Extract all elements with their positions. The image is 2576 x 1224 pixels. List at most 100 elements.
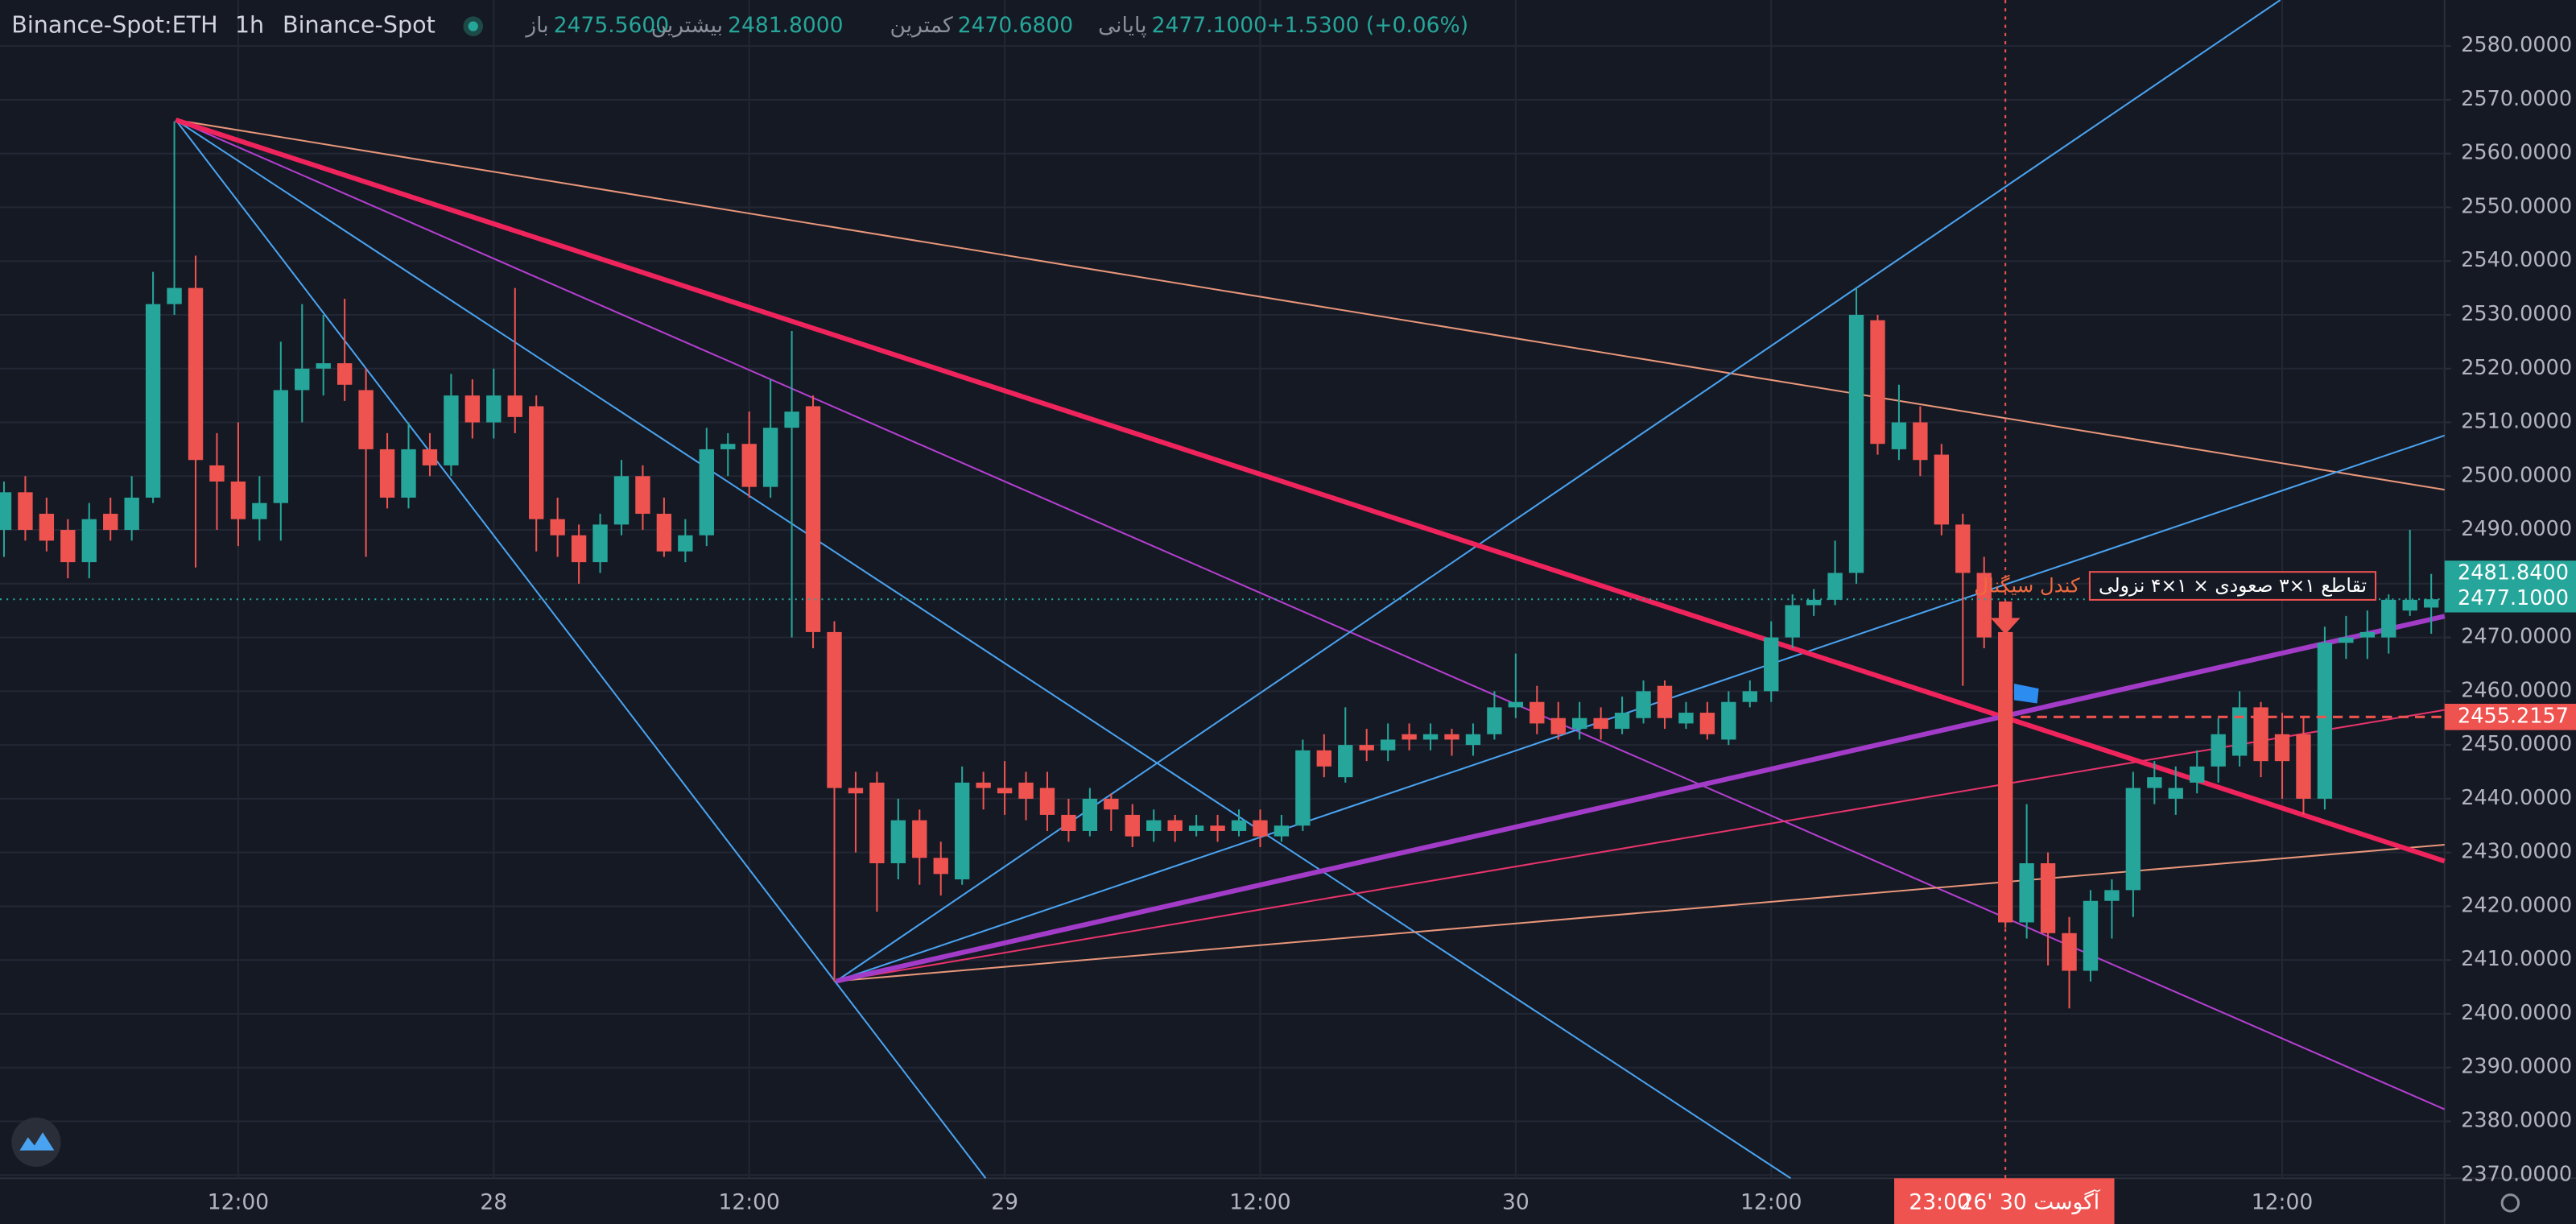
x-tick-label: 28 xyxy=(480,1189,507,1214)
trend-line xyxy=(836,843,2445,982)
y-tick-label: 2380.0000 xyxy=(2461,1108,2572,1132)
open-label: باز xyxy=(524,13,548,38)
candle-body xyxy=(1018,782,1034,799)
candle-body xyxy=(2339,637,2354,643)
candle-body xyxy=(997,788,1013,794)
candle-body xyxy=(1465,734,1481,746)
candle-body xyxy=(1188,825,1204,831)
trend-line-main xyxy=(175,118,2446,864)
candle-body xyxy=(550,519,565,536)
candle-body xyxy=(890,820,906,864)
candle-body xyxy=(60,530,76,563)
price-label: 2477.1000 xyxy=(2458,586,2569,610)
candle-body xyxy=(336,363,353,385)
crosshair-date: 26' آگوست 30 xyxy=(1960,1189,2101,1214)
candle-body xyxy=(1295,750,1311,826)
candle-body xyxy=(678,535,693,552)
candle-body xyxy=(2190,766,2205,783)
candle-body xyxy=(464,395,481,423)
candle-body xyxy=(1699,713,1715,734)
price-label-box xyxy=(2444,560,2576,587)
high-label: بیشترین xyxy=(651,13,723,38)
candle-body xyxy=(209,465,225,482)
close-value: 2477.1000 xyxy=(1152,13,1267,38)
crosshair-label-box xyxy=(1894,1178,2115,1224)
exchange: Binance-Spot xyxy=(283,11,436,39)
candle-body xyxy=(1338,745,1353,778)
candle-body xyxy=(507,395,522,417)
candle-body xyxy=(1636,691,1651,718)
candle-body xyxy=(1402,734,1417,740)
low-value: 2470.6800 xyxy=(958,13,1073,38)
candle-body xyxy=(1721,701,1736,740)
interval: 1h xyxy=(235,11,264,39)
candle-body xyxy=(358,390,374,449)
candle-body xyxy=(1253,820,1268,837)
candle-body xyxy=(1231,820,1247,831)
header: Binance-Spot:ETH 1h Binance-Spot باز 247… xyxy=(11,11,1468,39)
candle-body xyxy=(18,492,33,531)
candle-body xyxy=(1827,573,1843,600)
candle-body xyxy=(230,481,246,519)
candle-body xyxy=(81,519,97,563)
candle-body xyxy=(1593,717,1608,730)
candle-body xyxy=(805,406,821,632)
candle-body xyxy=(1316,750,1331,767)
close-label: پایانی xyxy=(1098,13,1146,38)
price-label-box xyxy=(2444,585,2576,613)
signal-arrow xyxy=(1990,601,2021,635)
open-value: 2475.5600 xyxy=(554,13,669,38)
candle-body xyxy=(656,514,672,552)
candle-body xyxy=(316,363,331,369)
candle-body xyxy=(422,449,438,465)
x-tick-label: 12:00 xyxy=(208,1189,269,1214)
trend-line xyxy=(836,709,2445,982)
flag xyxy=(2014,683,2039,704)
y-tick-label: 2570.0000 xyxy=(2461,87,2572,111)
y-tick-label: 2440.0000 xyxy=(2461,786,2572,810)
y-tick-label: 2430.0000 xyxy=(2461,840,2572,864)
candle-body xyxy=(1913,422,1928,461)
settings[interactable] xyxy=(2500,1193,2520,1213)
candle-body xyxy=(273,390,288,503)
candle-body xyxy=(1848,314,1864,573)
candle-body xyxy=(1678,713,1694,724)
y-tick-label: 2420.0000 xyxy=(2461,893,2572,917)
candle-body xyxy=(1934,454,1950,525)
trend-line-main xyxy=(836,614,2446,984)
candle-body xyxy=(2062,932,2077,971)
candle-body xyxy=(1104,798,1119,810)
y-tick-label: 2400.0000 xyxy=(2461,1001,2572,1025)
low-label: کمترین xyxy=(890,13,954,38)
logo-circle[interactable] xyxy=(11,1117,61,1167)
candle-body xyxy=(933,858,948,875)
candle-body xyxy=(635,476,650,515)
candle-body xyxy=(1146,820,1162,831)
x-tick-label: 30 xyxy=(1502,1189,1530,1214)
candle-body xyxy=(2317,643,2333,799)
candle-body xyxy=(1359,745,1374,751)
logo[interactable] xyxy=(11,1117,61,1167)
candle-body xyxy=(1806,599,1822,606)
candle-body xyxy=(401,449,416,498)
y-tick-label: 2510.0000 xyxy=(2461,410,2572,434)
candle-body xyxy=(1444,734,1459,740)
candle-body xyxy=(188,287,204,461)
candle-body xyxy=(252,502,267,519)
candle-body xyxy=(2104,890,2120,901)
cross-label: تقاطع ۱×۳ صعودی × ۱×۴ نزولی xyxy=(2099,574,2367,597)
y-tick-label: 2550.0000 xyxy=(2461,194,2572,218)
price-label: 2481.8400 xyxy=(2458,561,2569,585)
price-label-box xyxy=(2444,703,2576,730)
candle-body xyxy=(1742,691,1757,702)
candle-body xyxy=(912,820,927,858)
candle-body xyxy=(295,368,310,391)
high-value: 2481.8000 xyxy=(728,13,843,38)
settings-icon[interactable] xyxy=(2500,1193,2520,1213)
y-tick-label: 2470.0000 xyxy=(2461,625,2572,649)
candle-body xyxy=(1422,734,1439,740)
candle-body xyxy=(2381,599,2396,638)
candle-body xyxy=(762,428,778,487)
candle-body xyxy=(0,492,12,531)
